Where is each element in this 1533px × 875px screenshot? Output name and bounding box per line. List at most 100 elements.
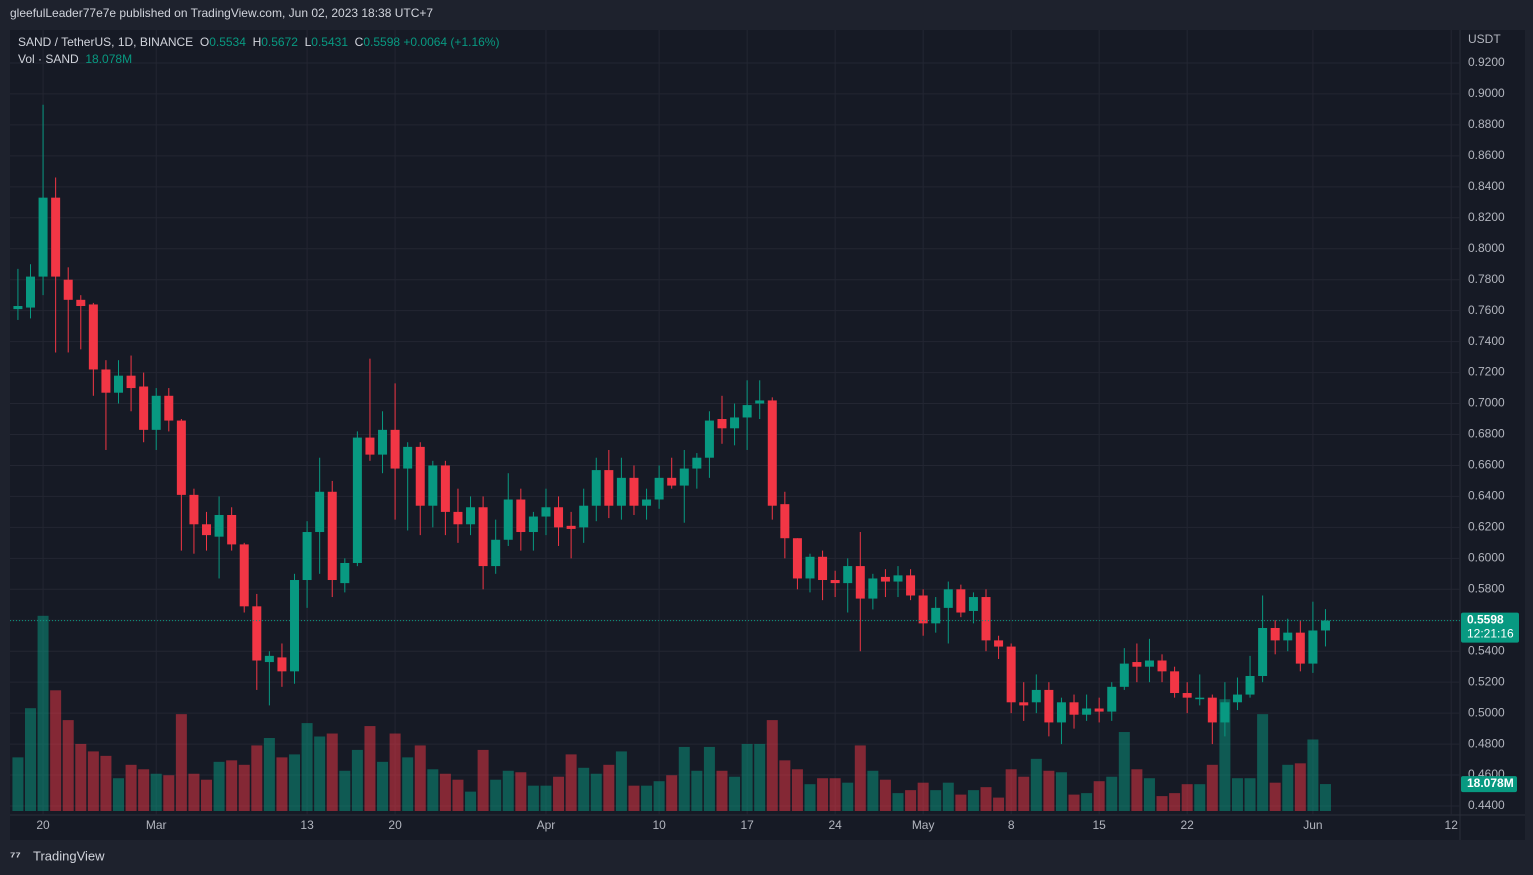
legend-value: 0.5431 [311,35,348,49]
volume-bar [842,782,854,811]
volume-bar [251,745,263,811]
candle-body [717,419,727,429]
volume-bar [1244,778,1256,811]
volume-bar [201,779,213,811]
volume-bar [113,778,125,811]
candle-body [516,499,526,533]
volume-bar [553,776,565,811]
candle-body [843,566,853,584]
candle-body [918,595,928,624]
candle-body [931,607,941,624]
candle-body [114,375,124,393]
candle-body [1107,686,1117,712]
volume-bar [163,775,175,811]
candle-body [1283,632,1293,641]
volume-bar [1118,732,1130,811]
candle-body [704,420,714,458]
volume-bar [289,754,301,811]
y-tick-label: 0.7200 [1468,365,1505,379]
volume-bar [854,745,866,811]
volume-bar [917,782,929,811]
y-tick-label: 0.8200 [1468,210,1505,224]
y-tick-label: 0.7600 [1468,303,1505,317]
candle-body [1094,708,1104,712]
volume-bar [75,743,87,811]
y-tick-label: 0.9000 [1468,86,1505,100]
volume-bar [641,785,653,811]
candle-body [1019,702,1029,706]
volume-bar [1093,781,1105,811]
candle-body [1157,660,1167,672]
volume-bar [1169,793,1181,811]
y-tick-label: 0.8000 [1468,241,1505,255]
volume-bar [590,773,602,811]
candle-body [390,429,400,469]
candle-body [1082,708,1092,715]
volume-bar [741,743,753,811]
candle-body [51,197,61,277]
volume-bar [465,791,477,811]
candle-body [868,578,878,599]
candle-body [1295,632,1305,664]
x-tick-label: 20 [388,818,402,832]
volume-bar [50,690,62,811]
volume-bar [263,737,275,811]
volume-bar [1055,772,1067,811]
volume-bar [364,726,376,811]
volume-bar [666,775,678,811]
candle-body [1220,702,1230,723]
candle-body [1207,697,1217,723]
legend-key: C [354,35,364,49]
candle-body [340,562,350,584]
candle-body [780,504,790,539]
volume-bar [993,797,1005,811]
volume-bar [603,764,615,811]
candle-body [264,655,274,663]
x-tick-label: 20 [36,818,50,832]
candle-body [277,657,287,672]
candle-body [1144,660,1154,667]
volume-bar [905,790,917,811]
y-tick-label: 0.6400 [1468,489,1505,503]
candle-body [604,470,614,506]
candle-body [202,524,212,536]
candle-body [994,640,1004,647]
volume-bar [314,736,326,811]
volume-bar [62,720,74,811]
logo: ⁷⁷ [10,848,21,863]
volume-bar [1043,770,1055,811]
volume-bar [37,615,49,811]
volume-bar [817,778,829,811]
candle-body [365,437,375,455]
symbol: SAND / TetherUS, 1D, BINANCE [18,35,194,49]
volume-bar [1194,784,1206,811]
volume-bar [427,769,439,811]
candle-body [1308,630,1318,664]
volume-bar [1257,714,1269,811]
volume-bar [24,708,36,811]
candle-body [541,507,551,517]
candle-body [742,405,752,418]
y-tick-label: 0.8800 [1468,117,1505,131]
x-tick-label: 12 [1445,818,1459,832]
volume-bar [980,787,992,811]
candle-body [667,477,677,486]
volume-bar [1106,776,1118,811]
volume-bar [1005,769,1017,811]
legend-value: 0.5598 [363,35,401,49]
y-tick-label: 0.8400 [1468,179,1505,193]
candle-body [63,279,73,300]
candle-body [302,532,312,581]
volume-bar [238,764,250,811]
y-tick-label: 0.4800 [1468,736,1505,750]
candle-body [1182,693,1192,698]
y-tick-label: 0.9200 [1468,55,1505,69]
plot-bg [10,30,1525,840]
volume-bar [1030,758,1042,811]
volume-bar [942,782,954,811]
y-tick-label: 0.6800 [1468,427,1505,441]
volume-bar [188,773,200,811]
volume-bar [578,767,590,811]
y-tick-label: 0.4400 [1468,798,1505,812]
